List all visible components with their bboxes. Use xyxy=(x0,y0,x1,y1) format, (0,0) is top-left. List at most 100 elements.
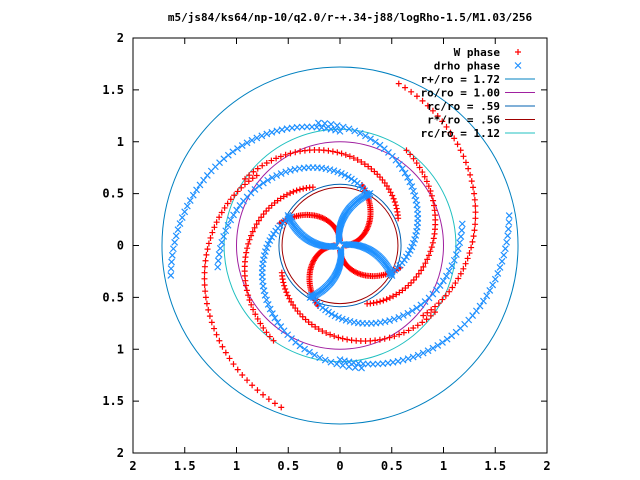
circle-2 xyxy=(236,141,444,350)
data-point xyxy=(374,171,381,178)
data-point xyxy=(202,288,209,295)
data-point xyxy=(405,327,412,334)
data-point xyxy=(472,215,479,222)
data-point xyxy=(268,174,276,182)
data-point xyxy=(238,184,245,191)
data-point xyxy=(227,196,234,203)
data-point xyxy=(266,305,274,313)
data-point xyxy=(383,296,390,303)
data-point xyxy=(424,309,431,316)
data-point xyxy=(447,129,454,136)
data-point xyxy=(283,125,291,133)
data-point xyxy=(361,161,368,168)
data-point xyxy=(408,307,416,315)
data-point xyxy=(452,251,460,258)
data-point xyxy=(389,192,396,199)
data-point xyxy=(268,202,275,209)
data-point xyxy=(435,300,442,307)
data-point xyxy=(229,148,237,156)
data-point xyxy=(373,299,380,306)
data-point xyxy=(242,282,249,289)
data-point xyxy=(394,208,401,215)
data-point xyxy=(486,287,494,294)
data-point xyxy=(242,175,249,182)
data-point xyxy=(292,338,300,346)
y-tick-label: 1 xyxy=(117,135,124,149)
data-point xyxy=(342,316,350,324)
circle-4 xyxy=(281,186,399,305)
data-point xyxy=(376,336,383,343)
data-point xyxy=(205,306,212,313)
data-point xyxy=(419,97,426,104)
data-point xyxy=(409,239,417,247)
data-point xyxy=(419,319,426,326)
data-point xyxy=(505,212,513,220)
data-point xyxy=(264,176,272,184)
data-point xyxy=(174,226,182,234)
data-point xyxy=(414,322,421,329)
data-point xyxy=(424,102,431,109)
data-point xyxy=(257,320,264,327)
data-point xyxy=(290,188,297,195)
data-point xyxy=(342,151,349,158)
data-point xyxy=(404,355,412,363)
data-point xyxy=(457,233,465,240)
data-point xyxy=(321,356,329,364)
data-point xyxy=(454,141,461,148)
data-point xyxy=(380,297,387,304)
data-point xyxy=(466,250,473,257)
data-point xyxy=(448,262,456,270)
data-point xyxy=(331,333,338,340)
data-point xyxy=(424,256,431,263)
data-point xyxy=(472,209,479,216)
data-point xyxy=(258,132,266,140)
data-point xyxy=(496,263,504,271)
data-point xyxy=(248,301,255,308)
data-point xyxy=(408,183,416,190)
data-point xyxy=(439,296,446,303)
data-point xyxy=(445,267,453,275)
data-point xyxy=(483,292,491,300)
data-point xyxy=(329,148,336,155)
series-2 xyxy=(167,119,513,372)
data-point xyxy=(335,334,342,341)
data-point xyxy=(328,310,336,318)
data-point xyxy=(246,236,253,243)
data-point xyxy=(263,244,271,252)
data-point xyxy=(457,147,464,154)
data-point xyxy=(386,294,393,301)
data-point xyxy=(385,186,392,193)
data-point xyxy=(245,292,252,299)
data-point xyxy=(325,308,332,316)
data-point xyxy=(282,285,289,292)
data-point xyxy=(339,123,347,131)
data-point xyxy=(254,387,261,394)
data-point xyxy=(423,178,430,185)
data-point xyxy=(404,250,412,258)
data-point xyxy=(246,297,253,304)
data-point xyxy=(411,235,419,243)
data-point xyxy=(408,243,416,251)
data-point xyxy=(250,168,257,175)
data-point xyxy=(368,165,375,172)
data-point xyxy=(501,245,509,253)
data-point xyxy=(280,279,287,286)
circle-1 xyxy=(161,66,519,425)
data-point xyxy=(393,291,400,298)
data-point xyxy=(249,382,256,389)
y-tick-label: 1.5 xyxy=(102,394,124,408)
data-point xyxy=(281,282,288,289)
data-point xyxy=(242,277,249,284)
data-point xyxy=(249,228,256,235)
data-point xyxy=(410,155,417,162)
data-point xyxy=(471,227,478,234)
data-point xyxy=(472,221,479,228)
data-point xyxy=(233,206,241,214)
data-point xyxy=(330,167,338,175)
data-point xyxy=(243,249,250,256)
data-point xyxy=(252,311,259,318)
data-point xyxy=(254,315,261,322)
data-point xyxy=(406,246,414,254)
data-point xyxy=(208,319,215,326)
